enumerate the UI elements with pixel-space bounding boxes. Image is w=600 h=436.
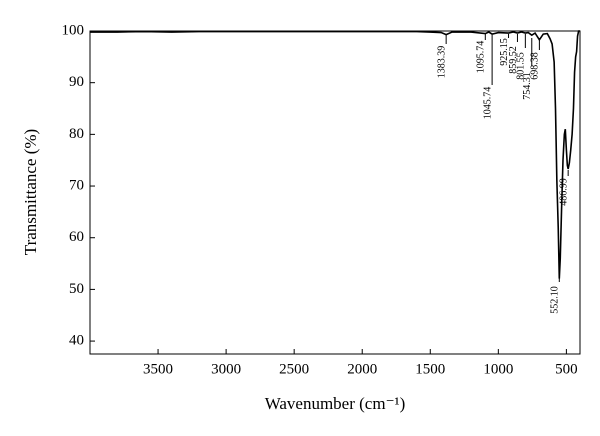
x-axis-title: Wavenumber (cm⁻¹)	[265, 394, 406, 413]
annotation-label: 1095.74	[476, 41, 487, 74]
annotation-label: 925.15	[499, 38, 510, 66]
annotation-label: 1383.39	[436, 46, 447, 79]
plot-frame	[89, 30, 581, 355]
annotation-label: 552.10	[550, 286, 561, 314]
annotation-label: 486.99	[558, 178, 569, 206]
y-tick-label: 80	[69, 126, 84, 142]
y-tick-label: 50	[69, 281, 84, 297]
y-tick-label: 100	[62, 22, 85, 38]
x-tick-label: 500	[555, 361, 578, 377]
y-tick-label: 90	[69, 74, 84, 90]
x-tick-label: 1500	[415, 361, 445, 377]
y-tick-label: 70	[69, 177, 84, 193]
x-tick-label: 2500	[279, 361, 309, 377]
spectrum-line	[90, 30, 580, 279]
y-tick-label: 60	[69, 229, 84, 245]
annotation-label: 801.55	[516, 52, 527, 80]
y-axis-title: Transmittance (%)	[21, 129, 40, 255]
x-tick-label: 2000	[347, 361, 377, 377]
annotation-label: 754.31	[522, 72, 533, 100]
x-tick-label: 3000	[211, 361, 241, 377]
annotation-label: 1045.74	[482, 87, 493, 120]
x-tick-label: 3500	[143, 361, 173, 377]
annotation-label: 698.38	[530, 52, 541, 80]
y-tick-label: 40	[69, 333, 84, 349]
x-tick-label: 1000	[483, 361, 513, 377]
annotation-label: 859.52	[508, 46, 519, 74]
